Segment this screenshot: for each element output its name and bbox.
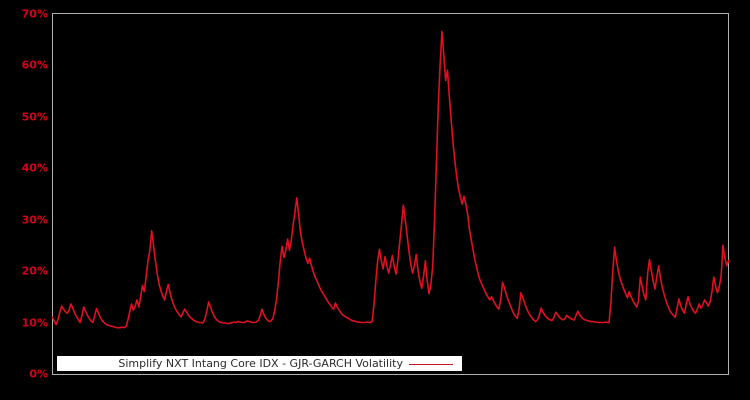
- legend-label: Simplify NXT Intang Core IDX - GJR-GARCH…: [118, 357, 403, 370]
- y-tick-label: 70%: [21, 7, 48, 20]
- y-tick-label: 0%: [29, 367, 48, 381]
- y-tick-label: 50%: [21, 110, 48, 123]
- y-tick-label: 40%: [21, 161, 48, 175]
- chart-legend: Simplify NXT Intang Core IDX - GJR-GARCH…: [57, 356, 462, 371]
- y-axis-tick-labels: 0% 10% 20% 30% 40% 50% 60% 70%: [0, 0, 48, 400]
- volatility-line: [51, 30, 730, 329]
- y-tick-label: 30%: [21, 213, 48, 226]
- y-tick-label: 60%: [21, 58, 48, 72]
- y-tick-label: 20%: [21, 264, 48, 278]
- plot-frame: [52, 13, 729, 375]
- legend-line-sample-icon: [409, 358, 453, 369]
- y-tick-label: 10%: [21, 316, 48, 329]
- series-layer: [51, 30, 730, 329]
